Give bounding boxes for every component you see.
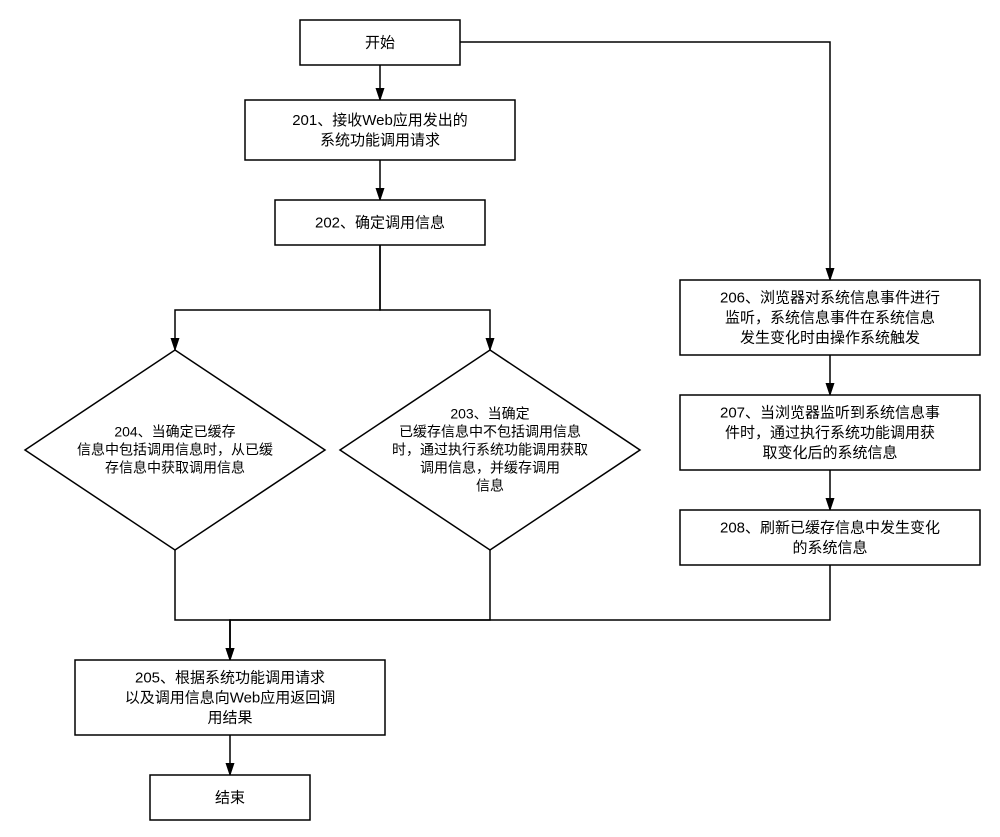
node-n207: 207、当浏览器监听到系统信息事件时，通过执行系统功能调用获取变化后的系统信息 (680, 395, 980, 470)
node-start-label: 开始 (365, 35, 395, 52)
node-end: 结束 (150, 775, 310, 820)
flow-edge (380, 245, 490, 350)
node-n207-label: 件时，通过执行系统功能调用获 (725, 425, 935, 442)
node-n204: 204、当确定已缓存信息中包括调用信息时，从已缓存信息中获取调用信息 (25, 350, 325, 550)
node-n203-label: 调用信息，并缓存调用 (420, 460, 560, 476)
node-n203-label: 信息 (476, 478, 504, 494)
node-n203-label: 203、当确定 (450, 406, 529, 422)
node-n201-label: 系统功能调用请求 (320, 132, 440, 149)
node-n207-label: 取变化后的系统信息 (762, 445, 897, 462)
flow-edge (175, 550, 230, 660)
flowchart-root: 开始 201、接收Web应用发出的系统功能调用请求 202、确定调用信息 204、当确… (0, 0, 1000, 837)
node-n208-label: 208、刷新已缓存信息中发生变化 (720, 520, 940, 537)
node-n208-label: 的系统信息 (792, 540, 867, 557)
flow-edge (175, 245, 380, 350)
node-n205: 205、根据系统功能调用请求以及调用信息向Web应用返回调用结果 (75, 660, 385, 735)
node-n202: 202、确定调用信息 (275, 200, 485, 245)
node-n206-label: 发生变化时由操作系统触发 (740, 330, 920, 347)
node-n204-label: 信息中包括调用信息时，从已缓 (77, 442, 273, 458)
node-n204-label: 204、当确定已缓存 (114, 424, 235, 440)
node-n201: 201、接收Web应用发出的系统功能调用请求 (245, 100, 515, 160)
node-n205-label: 用结果 (207, 710, 252, 727)
node-n203: 203、当确定已缓存信息中不包括调用信息时，通过执行系统功能调用获取调用信息，并… (340, 350, 640, 550)
flow-edge (230, 565, 830, 660)
node-n203-label: 时，通过执行系统功能调用获取 (392, 442, 588, 458)
node-n204-label: 存信息中获取调用信息 (105, 460, 245, 476)
node-n205-label: 以及调用信息向Web应用返回调 (125, 689, 336, 707)
node-end-label: 结束 (215, 790, 245, 807)
node-n201-label: 201、接收Web应用发出的 (292, 111, 468, 129)
node-n207-label: 207、当浏览器监听到系统信息事 (720, 405, 940, 422)
node-n206-label: 206、浏览器对系统信息事件进行 (720, 290, 940, 307)
node-n203-label: 已缓存信息中不包括调用信息 (399, 424, 581, 440)
flow-edge (230, 550, 490, 660)
node-start: 开始 (300, 20, 460, 65)
flow-edge (460, 42, 830, 280)
node-n206: 206、浏览器对系统信息事件进行监听，系统信息事件在系统信息发生变化时由操作系统… (680, 280, 980, 355)
node-n202-label: 202、确定调用信息 (315, 215, 445, 232)
node-n206-label: 监听，系统信息事件在系统信息 (725, 310, 935, 327)
node-n205-label: 205、根据系统功能调用请求 (135, 670, 325, 687)
node-n208: 208、刷新已缓存信息中发生变化的系统信息 (680, 510, 980, 565)
